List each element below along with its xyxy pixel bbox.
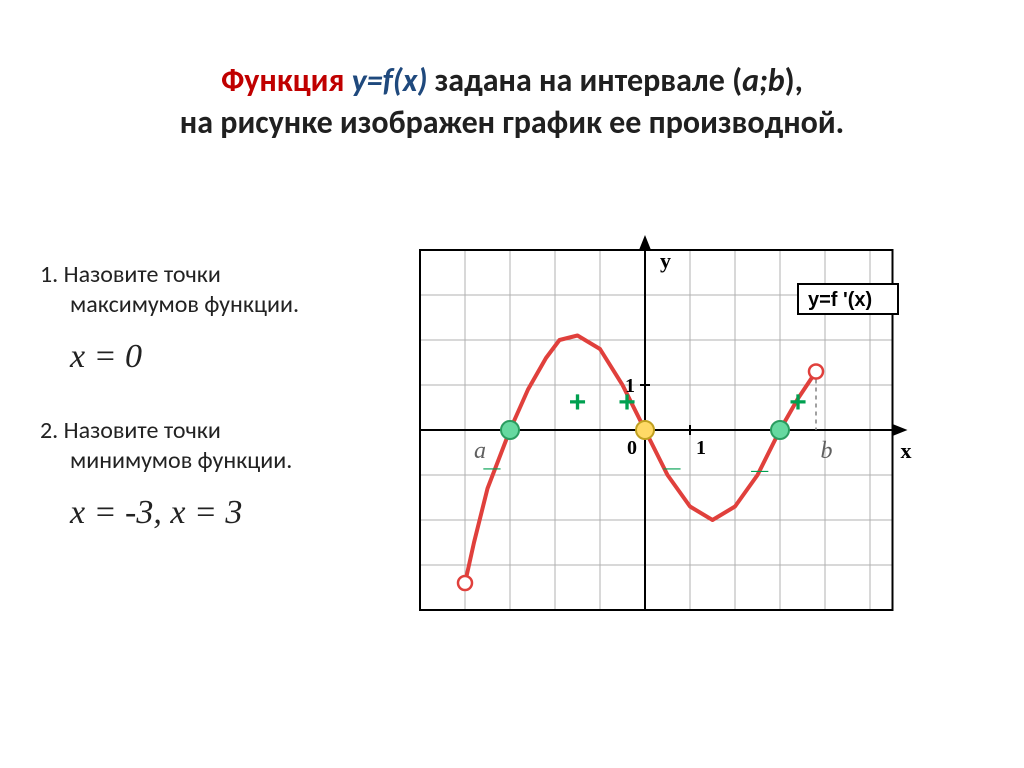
q2-answer: x = -3, x = 3 <box>70 494 370 532</box>
svg-text:x: x <box>901 438 912 463</box>
questions-panel: 1. Назовите точки максимумов функции. x … <box>40 260 370 572</box>
q1-line2: максимумов функции. <box>70 290 370 320</box>
svg-text:1: 1 <box>625 375 635 397</box>
q2-line2: минимумов функции. <box>70 446 370 476</box>
title-interval: a;b <box>742 61 785 100</box>
svg-text:0: 0 <box>627 437 637 459</box>
title-close: ), <box>785 61 803 100</box>
q2-number: 2. <box>40 416 58 445</box>
q1-line1: Назовите точки <box>64 260 221 289</box>
svg-text:y=f '(x): y=f '(x) <box>808 289 872 311</box>
q1-number: 1. <box>40 260 58 289</box>
svg-text:y: y <box>660 248 671 273</box>
svg-text:+: + <box>569 386 587 419</box>
title-formula: у=f(x) <box>352 61 428 100</box>
svg-text:a: a <box>474 438 486 464</box>
title-word-function: Функция <box>221 61 344 100</box>
question-1: 1. Назовите точки максимумов функции. x … <box>40 260 370 376</box>
question-2-text: 2. Назовите точки минимумов функции. <box>40 416 370 476</box>
title-line-2: на рисунке изображен график ее производн… <box>30 102 994 144</box>
svg-text:1: 1 <box>696 437 706 459</box>
page-title: Функция у=f(x) задана на интервале (a;b)… <box>0 60 1024 143</box>
svg-text:_: _ <box>750 442 768 475</box>
title-tail: задана на интервале ( <box>435 61 742 100</box>
chart-svg: _++__+yx011aby=f '(x) <box>380 180 1000 680</box>
svg-text:b: b <box>821 438 833 464</box>
svg-text:_: _ <box>663 440 681 473</box>
title-line-1: Функция у=f(x) задана на интервале (a;b)… <box>30 60 994 102</box>
question-2: 2. Назовите точки минимумов функции. x =… <box>40 416 370 532</box>
svg-text:+: + <box>789 386 807 419</box>
derivative-chart: _++__+yx011aby=f '(x) <box>380 180 1000 680</box>
q2-line1: Назовите точки <box>64 416 221 445</box>
question-1-text: 1. Назовите точки максимумов функции. <box>40 260 370 320</box>
q1-answer: x = 0 <box>70 338 370 376</box>
